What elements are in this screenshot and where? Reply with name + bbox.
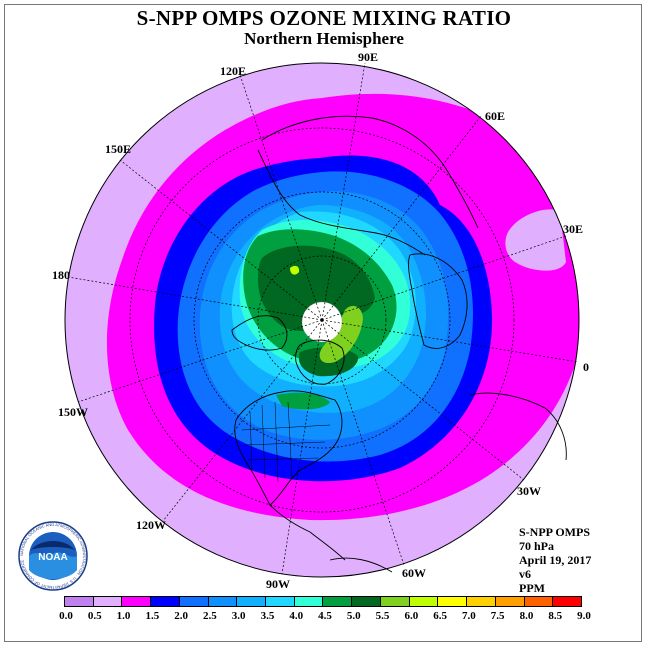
colorbar-swatch xyxy=(266,597,295,606)
colorbar-tick-label: 1.5 xyxy=(145,610,160,622)
colorbar-swatch xyxy=(151,597,180,606)
noaa-logo: NOAA NATIONAL OCEANIC AND ATMOSPHERIC AD… xyxy=(18,521,88,591)
us-state-borders xyxy=(241,401,331,483)
colorbar-swatch xyxy=(294,597,324,606)
longitude-label-150w: 150W xyxy=(58,405,88,419)
longitude-label-180: 180 xyxy=(52,268,70,282)
colorbar-tick-label: 0.5 xyxy=(87,610,102,622)
colorbar-tick-label: 8.0 xyxy=(519,610,534,622)
colorbar-swatch xyxy=(122,597,152,606)
colorbar-swatch xyxy=(352,597,381,606)
info-units: PPM xyxy=(519,581,545,595)
colorbar-tick-label: 2.5 xyxy=(203,610,217,622)
longitude-label-90e: 90E xyxy=(358,50,379,64)
colorbar-swatch xyxy=(380,597,410,606)
colorbar-tick-label: 3.0 xyxy=(231,610,246,622)
info-version: v6 xyxy=(519,567,531,581)
colorbar-tick-label: 0.0 xyxy=(59,610,73,622)
colorbar-tick-label: 5.5 xyxy=(375,610,390,622)
colorbar-tick-label: 4.5 xyxy=(318,610,332,622)
colorbar-swatch xyxy=(438,597,468,606)
colorbar-swatch xyxy=(495,597,525,606)
map-title: S-NPP OMPS OZONE MIXING RATIO xyxy=(136,6,512,30)
colorbar-tick-label: 9.0 xyxy=(577,610,591,622)
colorbar-swatch xyxy=(208,597,238,606)
colorbar-tick-label: 5.0 xyxy=(346,610,361,622)
noaa-logo-text: NOAA xyxy=(38,552,67,563)
colorbar-swatch xyxy=(237,597,267,606)
colorbar-swatch xyxy=(553,597,581,606)
graticule xyxy=(67,62,579,575)
info-block: S-NPP OMPS 70 hPa April 19, 2017 v6 PPM xyxy=(519,525,591,595)
colorbar-swatch xyxy=(323,597,353,606)
colorbar-tick-label: 6.5 xyxy=(433,610,447,622)
colorbar xyxy=(64,596,582,607)
longitude-label-90w: 90W xyxy=(266,577,290,591)
map-subtitle: Northern Hemisphere xyxy=(244,29,404,48)
colorbar-swatch xyxy=(409,597,439,606)
colorbar-tick-label: 7.0 xyxy=(462,610,476,622)
longitude-label-0: 0 xyxy=(583,360,589,374)
colorbar-swatch xyxy=(65,597,94,606)
colorbar-swatch xyxy=(179,597,209,606)
figure-frame xyxy=(4,4,642,642)
info-pressure: 70 hPa xyxy=(519,539,555,553)
coastlines xyxy=(231,115,567,573)
longitude-label-60e: 60E xyxy=(485,109,506,123)
colorbar-tick-label: 7.5 xyxy=(490,610,505,622)
colorbar-swatch xyxy=(467,597,496,606)
colorbar-tick-label: 8.5 xyxy=(548,610,563,622)
info-instrument: S-NPP OMPS xyxy=(519,525,590,539)
longitude-label-120e: 120E xyxy=(220,64,247,78)
colorbar-swatch xyxy=(524,597,554,606)
info-date: April 19, 2017 xyxy=(519,553,592,567)
colorbar-tick-label: 6.0 xyxy=(404,610,419,622)
longitude-label-60w: 60W xyxy=(402,566,426,580)
map-disk-border xyxy=(64,62,580,578)
longitude-label-120w: 120W xyxy=(136,518,166,532)
colorbar-ticks: 0.0 0.5 1.0 1.5 2.0 2.5 3.0 3.5 4.0 4.5 5.0 5.5 6.0 6… xyxy=(59,610,591,624)
longitude-label-30w: 30W xyxy=(517,484,541,498)
colorbar-swatch xyxy=(93,597,123,606)
colorbar-tick-label: 2.0 xyxy=(174,610,188,622)
longitude-label-30e: 30E xyxy=(563,222,584,236)
longitude-label-150e: 150E xyxy=(105,142,132,156)
colorbar-tick-label: 4.0 xyxy=(289,610,304,622)
colorbar-tick-label: 1.0 xyxy=(116,610,131,622)
colorbar-tick-label: 3.5 xyxy=(260,610,275,622)
